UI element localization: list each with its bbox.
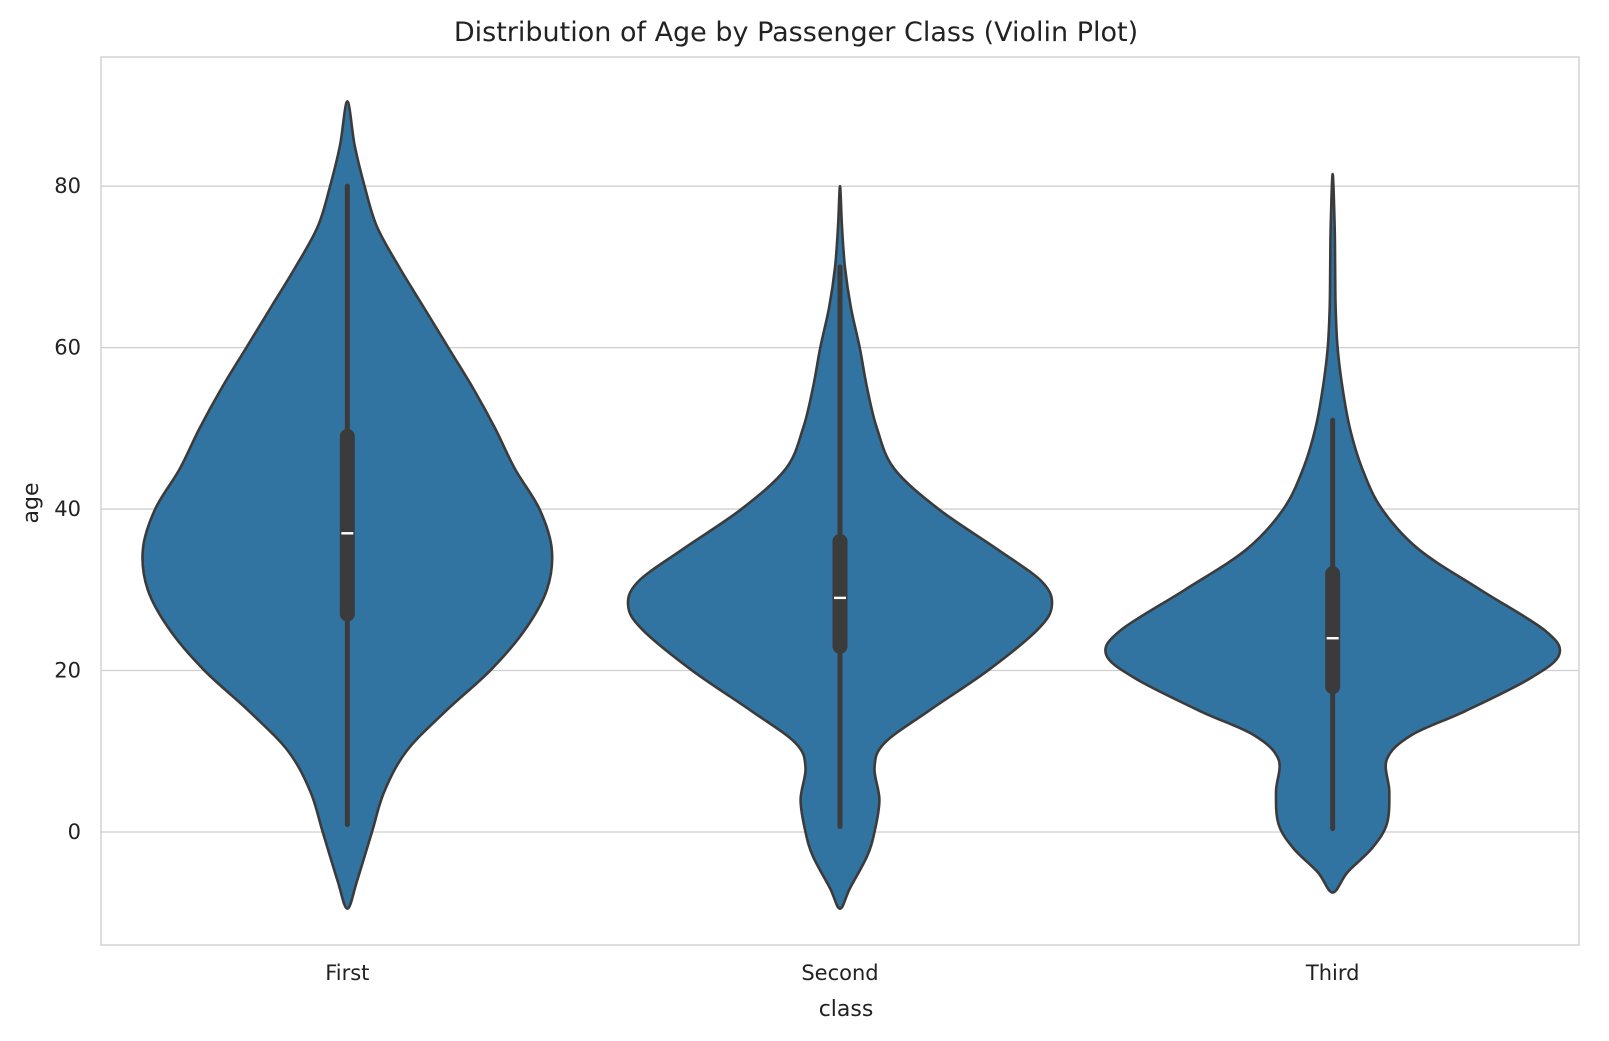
- chart-title: Distribution of Age by Passenger Class (…: [454, 17, 1138, 48]
- x-tick-label-third: Third: [1305, 961, 1360, 985]
- violin-second: [626, 184, 1054, 910]
- y-tick-label-0: 0: [68, 820, 81, 844]
- x-axis-label: class: [819, 997, 874, 1022]
- y-axis-label: age: [19, 483, 44, 524]
- x-tick-label-first: First: [325, 961, 369, 985]
- y-tick-labels: 0 20 40 60 80: [54, 174, 81, 844]
- y-tick-label-60: 60: [54, 336, 81, 360]
- y-tick-label-40: 40: [54, 497, 81, 521]
- x-tick-label-second: Second: [801, 961, 878, 985]
- y-tick-label-80: 80: [54, 174, 81, 198]
- violin-third: [1104, 172, 1562, 894]
- violins: [141, 100, 1562, 910]
- y-tick-label-20: 20: [54, 659, 81, 683]
- plot-frame: [100, 56, 1580, 946]
- violin-first: [141, 100, 554, 910]
- x-tick-labels: First Second Third: [325, 961, 1359, 985]
